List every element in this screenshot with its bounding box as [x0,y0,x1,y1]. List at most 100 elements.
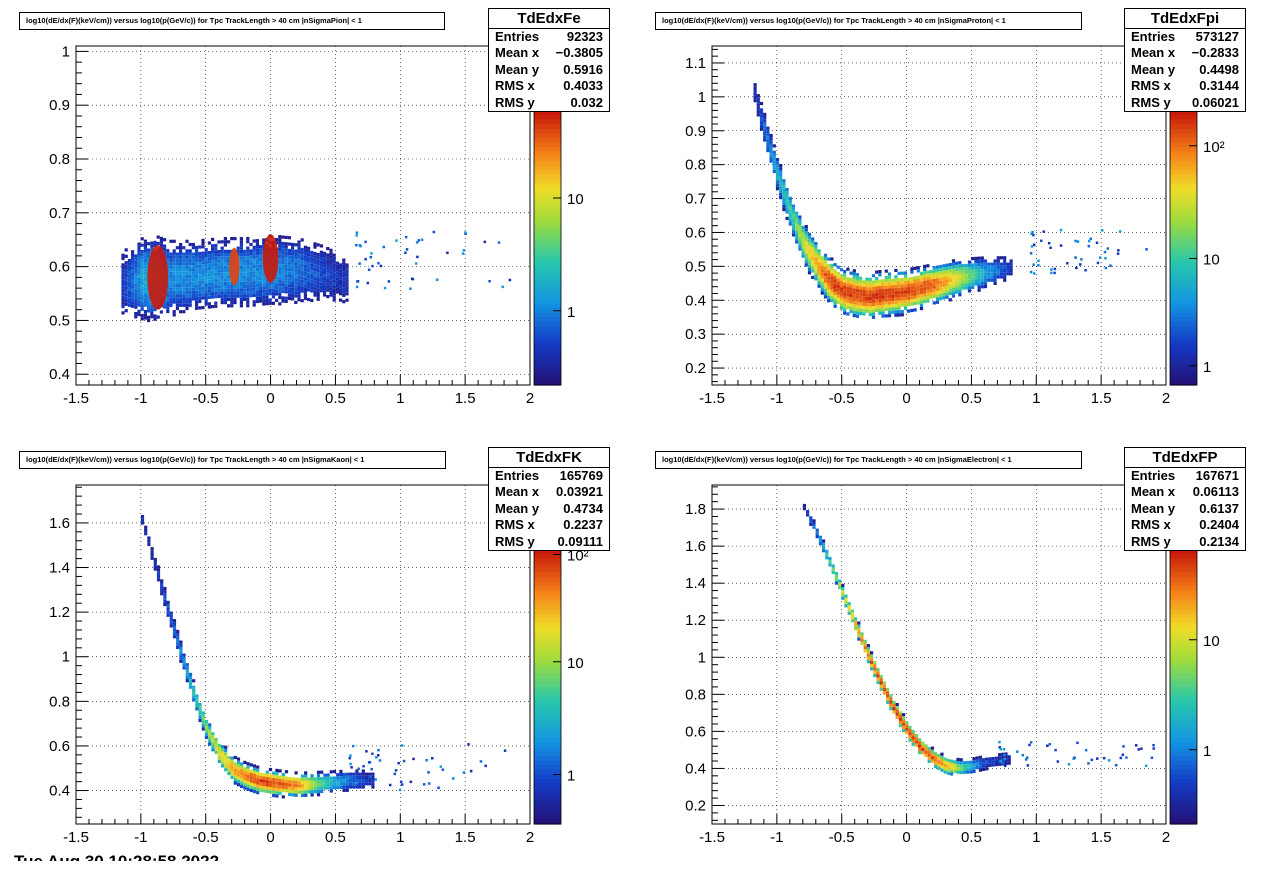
heatmap-cell [905,721,909,725]
heatmap-cell [297,781,301,785]
heatmap-cell [140,237,144,241]
heatmap-cell [233,237,237,241]
heatmap-cell [127,297,131,301]
palette-step [1170,727,1197,733]
heatmap-cell [288,780,292,784]
heatmap-cell [252,261,256,265]
heatmap-cell [766,129,770,133]
heatmap-cell [259,280,263,284]
heatmap-cell [469,769,473,773]
heatmap-cell [464,231,467,234]
heatmap-cell [255,277,259,281]
heatmap-cell [294,793,298,797]
heatmap-cell [852,294,856,298]
heatmap-cell [156,578,161,582]
heatmap-cell [939,280,943,285]
palette-step [1170,626,1197,633]
heatmap-cell [785,200,789,204]
heatmap-cell [417,239,421,242]
heatmap-cell [188,252,192,256]
heatmap-cell [137,284,141,288]
heatmap-cell [256,775,260,779]
heatmap-cell [259,299,263,303]
heatmap-cell [284,261,288,265]
heatmap-cell [198,245,202,249]
heatmap-cell [850,619,854,623]
heatmap-cell [846,299,850,303]
heatmap-cell [188,284,192,288]
heatmap-cell [166,610,170,614]
heatmap-cell [811,256,815,260]
heatmap-cell [172,287,176,291]
heatmap-cell [763,119,767,123]
heatmap-cell [201,290,205,294]
y-tick-label: 1 [62,43,70,60]
heatmap-cell [223,301,227,305]
heatmap-cell [310,298,314,303]
heatmap-cell [255,242,259,246]
heatmap-cell [211,295,215,299]
heatmap-cell [323,786,327,790]
heatmap-cell [220,265,224,269]
heatmap-cell [891,310,895,314]
heatmap-cell [775,180,780,184]
heatmap-cell [849,303,853,307]
heatmap-cell [252,293,256,297]
heatmap-cell [223,291,227,295]
heatmap-cell [951,284,956,288]
heatmap-cell [932,285,936,289]
heatmap-cell [294,243,298,247]
heatmap-cell [323,277,327,281]
x-tick-label: 2 [1162,829,1170,846]
heatmap-cell [999,747,1003,751]
palette-step [1170,654,1197,660]
heatmap-cell [169,297,173,301]
heatmap-cell [239,304,243,308]
heatmap-cell [169,621,173,625]
heatmap-cell [907,283,911,288]
heatmap-cell [1072,757,1075,760]
heatmap-cell [332,269,336,273]
heatmap-cell [227,275,231,279]
heatmap-cell [942,289,946,293]
heatmap-cell [217,256,221,260]
heatmap-cell [319,266,323,270]
heatmap-cell [985,767,989,771]
heatmap-cell [834,571,838,576]
plot-title: log10(dE/dx(F)(keV/cm)) versus log10(p(G… [19,451,446,469]
heatmap-cell [265,282,269,287]
heatmap-cell [140,304,144,308]
heatmap-cell [246,778,250,782]
heatmap-cell [198,274,202,278]
heatmap-cell [332,285,336,289]
heatmap-cell [961,270,965,274]
heatmap-cell [988,763,992,767]
heatmap-cell [1006,262,1010,266]
heatmap-cell [763,128,767,132]
heatmap-cell [937,753,941,758]
heatmap-cell [307,256,311,260]
heatmap-cell [1007,758,1011,762]
heatmap-cell [361,782,365,786]
heatmap-cell [902,729,906,733]
heatmap-cell [310,273,314,277]
heatmap-cell [804,253,808,257]
x-tick-label: 1 [396,390,404,407]
heatmap-cell [217,743,221,747]
heatmap-cell [332,770,337,774]
heatmap-cell [262,280,266,284]
heatmap-cell [262,782,266,786]
heatmap-cell [352,772,356,776]
heatmap-cell [766,142,770,146]
heatmap-cell [316,773,321,778]
heatmap-cell [188,265,192,269]
heatmap-cell [211,266,215,270]
heatmap-cell [316,268,320,273]
heatmap-cell [284,251,288,255]
heatmap-cell [806,513,810,517]
heatmap-cell [214,747,218,751]
heatmap-cell [127,300,131,304]
heatmap-cell [207,273,211,277]
heatmap-cell [967,260,972,264]
heatmap-cell [804,228,808,232]
